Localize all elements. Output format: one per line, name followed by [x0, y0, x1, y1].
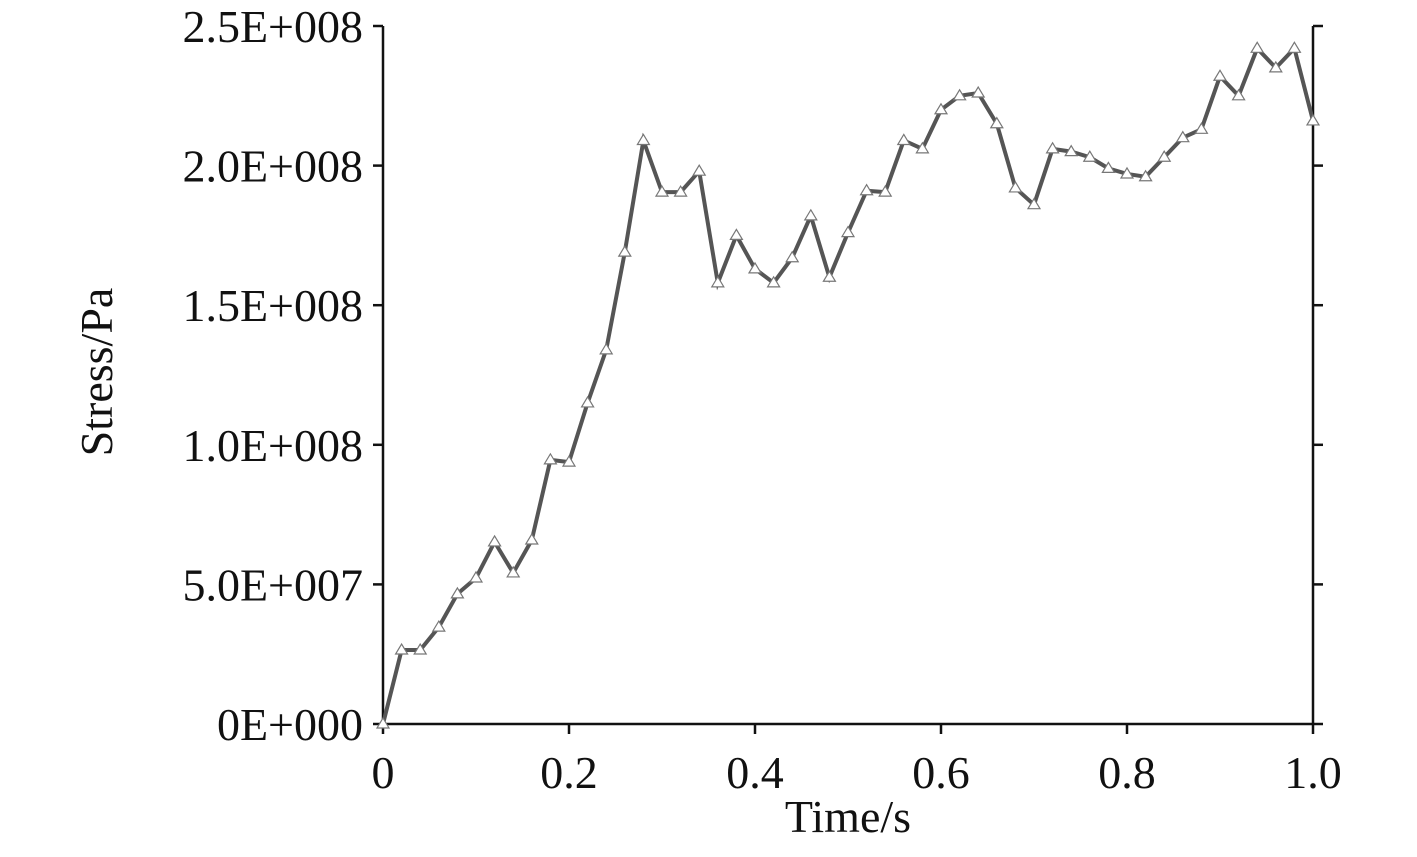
point-marker: [413, 642, 428, 655]
point-marker: [506, 565, 521, 578]
y-tick-label: 2.5E+008: [182, 1, 363, 52]
point-marker: [822, 270, 837, 282]
point-marker: [1157, 150, 1172, 162]
point-marker: [599, 342, 614, 355]
point-marker: [1064, 144, 1079, 157]
y-tick-label: 1.0E+008: [182, 420, 363, 471]
point-marker: [1138, 169, 1153, 182]
y-tick-label: 0E+000: [217, 699, 363, 750]
point-marker: [692, 164, 707, 176]
point-marker: [1045, 141, 1060, 154]
x-tick-label: 0.8: [1098, 747, 1156, 798]
point-marker: [785, 250, 800, 263]
point-marker: [1101, 161, 1116, 173]
point-marker: [543, 452, 558, 465]
x-tick-label: 0.4: [726, 747, 784, 798]
point-marker: [1212, 69, 1228, 81]
point-marker: [1082, 150, 1097, 162]
series-line: [381, 44, 1315, 725]
point-marker: [394, 642, 409, 655]
y-tick-label: 5.0E+007: [182, 559, 363, 610]
point-marker: [1287, 41, 1302, 53]
x-axis-label: Time/s: [785, 791, 911, 842]
point-marker: [747, 261, 763, 274]
point-marker: [617, 244, 632, 257]
x-tick-label: 0.2: [540, 747, 598, 798]
point-marker: [989, 116, 1004, 129]
point-marker: [878, 184, 893, 197]
point-marker: [1008, 180, 1023, 193]
point-marker: [1231, 88, 1246, 101]
point-marker: [450, 586, 465, 599]
point-marker: [915, 141, 930, 154]
point-marker: [561, 454, 577, 467]
x-tick-label: 0.6: [912, 747, 970, 798]
point-marker: [1119, 166, 1135, 179]
point-marker: [1026, 197, 1042, 210]
point-marker: [1305, 113, 1321, 126]
point-marker: [766, 275, 781, 288]
point-marker: [636, 133, 651, 146]
point-marker: [1268, 60, 1283, 73]
point-marker: [803, 208, 818, 221]
point-marker: [933, 102, 949, 115]
point-marker: [487, 534, 502, 547]
point-marker: [859, 183, 874, 196]
point-marker: [654, 184, 670, 197]
point-marker: [580, 395, 595, 408]
point-marker: [729, 228, 744, 240]
point-marker: [673, 184, 688, 197]
y-axis-label: Stress/Pa: [71, 288, 122, 457]
point-marker: [1250, 41, 1265, 53]
point-marker: [468, 570, 484, 583]
point-marker: [1194, 122, 1209, 134]
point-marker: [524, 532, 539, 545]
point-marker: [840, 225, 856, 238]
point-marker: [710, 275, 725, 288]
point-marker: [952, 88, 967, 101]
point-marker: [431, 619, 446, 632]
point-marker: [1175, 130, 1190, 143]
x-tick-label: 0: [372, 747, 395, 798]
y-tick-label: 1.5E+008: [182, 280, 363, 331]
point-marker: [896, 133, 911, 146]
point-marker: [375, 716, 391, 729]
y-tick-label: 2.0E+008: [182, 141, 363, 192]
x-tick-label: 1.0: [1284, 747, 1342, 798]
point-marker: [971, 85, 986, 98]
